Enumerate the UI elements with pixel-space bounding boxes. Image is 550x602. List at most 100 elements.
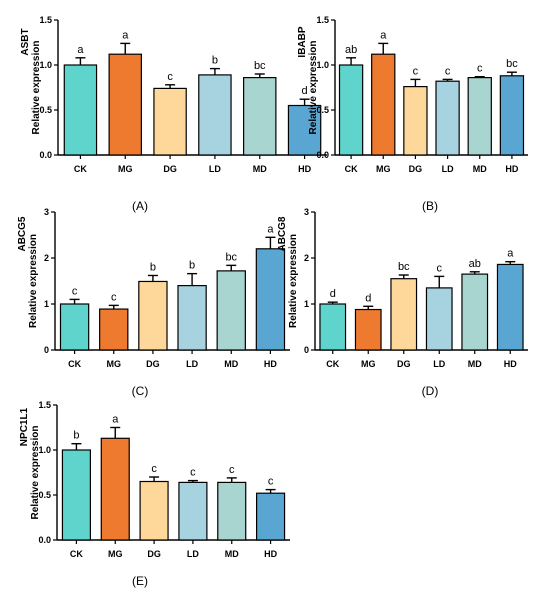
bar [403,85,428,156]
x-tick-label: MD [468,359,482,369]
significance-label: a [267,223,274,235]
x-tick-label: MG [361,359,376,369]
bar [138,280,168,351]
y-tick-label: 1 [304,299,309,309]
x-tick-label: HD [264,359,277,369]
bar [461,273,489,351]
bar [467,76,492,156]
significance-label: b [189,260,195,272]
x-tick-label: MG [376,164,391,174]
y-tick-label: 1.5 [38,400,51,410]
significance-label: c [268,476,274,488]
x-tick-label: MD [473,164,487,174]
significance-label: ab [345,44,357,56]
panel-label: (D) [422,384,439,398]
x-tick-label: MD [253,164,267,174]
bar [499,75,525,156]
significance-label: c [72,285,78,297]
bar [338,64,364,156]
significance-label: bc [254,60,266,72]
x-tick-label: LD [187,549,199,559]
y-tick-label: 3 [304,207,309,217]
bar [319,303,347,351]
y-tick-label: 0 [44,345,49,355]
y-tick-label: 0 [304,345,309,355]
significance-label: c [413,65,419,77]
significance-label: bc [506,58,518,70]
significance-label: d [365,292,371,304]
x-tick-label: MG [108,549,123,559]
significance-label: d [302,85,308,97]
y-tick-label: 0.5 [38,490,51,500]
significance-label: b [150,261,156,273]
bar [108,53,142,156]
x-tick-label: CK [345,164,358,174]
bar [255,248,286,351]
y-axis-label: Relative expression [288,234,299,328]
panel-label: (E) [132,574,148,588]
significance-label: a [507,248,514,260]
x-tick-label: HD [505,164,518,174]
bar [435,80,460,156]
y-axis-label: Relative expression [30,426,41,520]
y-tick-label: 1.0 [39,60,52,70]
x-tick-label: DG [163,164,177,174]
significance-label: a [122,29,129,41]
y-tick-label: 1.0 [38,445,51,455]
bar [256,492,286,541]
gene-label: ABCG5 [17,216,28,251]
x-tick-label: MG [118,164,133,174]
x-tick-label: DG [397,359,411,369]
gene-label: ABCG8 [277,216,288,251]
gene-label: NPC1L1 [19,407,30,446]
significance-label: c [445,65,451,77]
x-tick-label: LD [442,164,454,174]
y-axis-label: Relative expression [28,234,39,328]
significance-label: c [229,464,235,476]
y-tick-label: 0.0 [38,535,51,545]
panel-label: (A) [132,199,148,213]
bar [63,64,98,156]
y-axis-label: Relative expression [308,41,319,135]
x-tick-label: DG [146,359,160,369]
bar [139,480,169,541]
panel-label: (B) [422,199,438,213]
y-axis-label: Relative expression [31,41,42,135]
significance-label: d [330,288,336,300]
bar [425,287,453,351]
significance-label: c [437,262,443,274]
significance-label: a [380,29,387,41]
bar [216,270,246,351]
bar [59,303,90,351]
bar [243,76,277,156]
significance-label: bc [225,251,237,263]
significance-label: c [190,467,196,479]
significance-label: ab [469,258,481,270]
bar [390,278,418,351]
bar [198,74,232,156]
x-tick-label: LD [186,359,198,369]
x-tick-label: MD [224,359,238,369]
y-tick-label: 0.5 [39,105,52,115]
x-tick-label: CK [68,359,81,369]
x-tick-label: DG [147,549,161,559]
y-tick-label: 0.5 [316,105,329,115]
x-tick-label: LD [209,164,221,174]
significance-label: b [73,430,79,442]
bar [99,308,129,351]
gene-label: IBABP [297,26,308,57]
y-tick-label: 1.5 [316,15,329,25]
bar [177,285,207,351]
significance-label: c [167,71,173,83]
x-tick-label: CK [74,164,87,174]
bar [371,53,396,156]
y-tick-label: 2 [304,253,309,263]
significance-label: a [112,414,119,426]
y-tick-label: 1 [44,299,49,309]
x-tick-label: MG [107,359,122,369]
bar [217,481,247,541]
